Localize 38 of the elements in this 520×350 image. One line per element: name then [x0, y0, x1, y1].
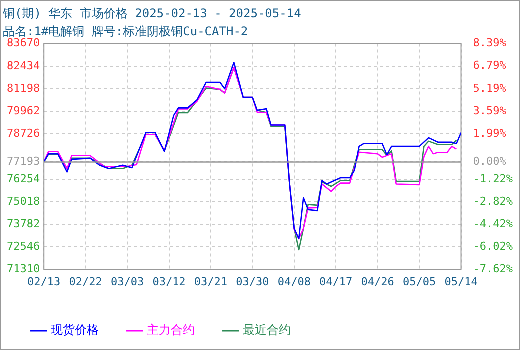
y2-tick-label: -7.62% [473, 262, 514, 276]
y-tick-label: 71310 [6, 262, 40, 276]
x-tick-label: 02/13 [28, 275, 61, 288]
x-tick-label: 03/30 [236, 275, 270, 288]
chart-subtitle: 品名:1#电解铜 牌号:标准阴极铜Cu-CATH-2 [3, 24, 248, 39]
x-tick-label: 05/14 [444, 275, 478, 288]
y2-tick-label: 0.00% [473, 155, 507, 168]
y-tick-label: 81198 [6, 82, 40, 95]
y2-tick-label: 5.19% [473, 82, 507, 95]
x-tick-label: 04/17 [320, 275, 353, 288]
x-tick-label: 03/12 [152, 275, 186, 288]
y-tick-label: 78726 [6, 127, 40, 140]
x-tick-label: 05/05 [402, 275, 436, 288]
y2-tick-label: -4.42% [473, 217, 514, 230]
y2-tick-label: -2.82% [473, 194, 514, 208]
y-tick-label: 77193 [6, 155, 40, 168]
y-tick-label: 75018 [6, 194, 40, 208]
y-tick-label: 72546 [6, 240, 40, 254]
y-tick-label: 76254 [6, 172, 40, 186]
legend-label: 现货价格 [51, 323, 99, 338]
legend-label: 主力合约 [147, 323, 195, 338]
legend-label: 最近合约 [243, 323, 291, 338]
y-tick-label: 83670 [6, 36, 40, 50]
x-tick-label: 03/21 [194, 275, 228, 288]
y2-tick-label: -1.22% [473, 172, 514, 186]
y2-tick-label: 6.79% [473, 59, 507, 72]
y-tick-label: 79962 [6, 104, 40, 118]
y-tick-label: 73782 [6, 217, 40, 230]
x-tick-label: 03/03 [110, 275, 144, 288]
y2-tick-label: 8.39% [473, 36, 507, 50]
x-tick-label: 04/26 [361, 275, 394, 288]
y2-tick-label: -6.02% [473, 240, 514, 254]
x-tick-label: 04/08 [278, 275, 311, 288]
y2-tick-label: 1.99% [473, 127, 507, 140]
chart-title: 铜(期) 华东 市场价格 2025-02-13 - 2025-05-14 [2, 6, 302, 20]
y-tick-label: 82434 [6, 59, 40, 72]
y2-tick-label: 3.59% [473, 104, 507, 118]
x-tick-label: 02/22 [69, 275, 102, 288]
